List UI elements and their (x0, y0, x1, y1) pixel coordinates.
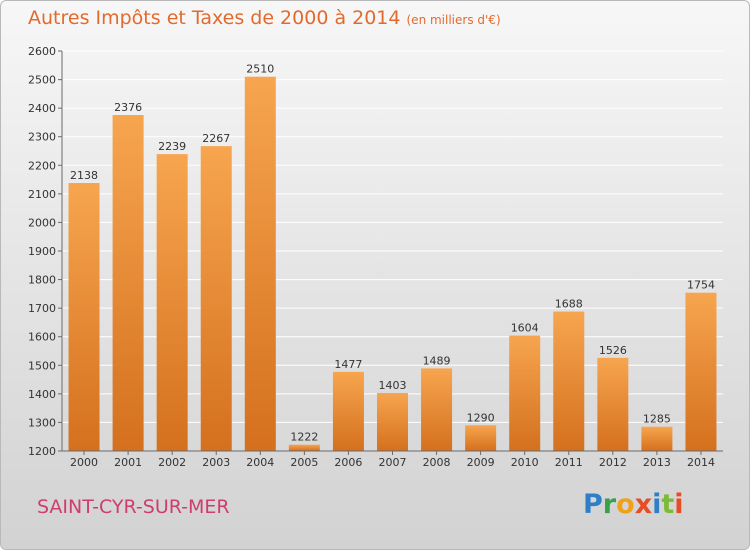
commune-name: SAINT-CYR-SUR-MER (37, 496, 230, 518)
y-tick-label: 2100 (28, 188, 56, 201)
x-tick-label-2010: 2010 (511, 456, 539, 469)
data-label-2008: 1489 (423, 354, 451, 367)
data-label-2011: 1688 (555, 298, 583, 311)
data-label-2007: 1403 (379, 379, 407, 392)
data-label-2000: 2138 (70, 169, 98, 182)
x-tick-label-2014: 2014 (687, 456, 715, 469)
bar-2007 (377, 393, 408, 451)
y-tick-label: 1200 (28, 445, 56, 458)
bar-2009 (465, 425, 497, 451)
data-label-2003: 2267 (202, 132, 230, 145)
x-tick-label-2002: 2002 (158, 456, 186, 469)
y-tick-label: 1800 (28, 274, 56, 287)
bar-2004 (244, 76, 276, 451)
bar-2010 (509, 335, 541, 451)
bar-2013 (641, 426, 673, 451)
y-axis-ticks: 1200 1300 1400 1500 1600 1700 1800 1900 2000 2100… (28, 45, 62, 458)
x-tick-label-2012: 2012 (599, 456, 627, 469)
proxiti-logo[interactable]: Proxiti (583, 489, 684, 520)
y-tick-label: 2500 (28, 74, 56, 87)
bar-2005 (288, 444, 320, 451)
bar-2003 (200, 146, 232, 451)
y-tick-label: 1300 (28, 416, 56, 429)
data-label-2010: 1604 (511, 322, 539, 335)
x-tick-label-2011: 2011 (555, 456, 583, 469)
bar-2008 (421, 368, 453, 451)
data-label-2005: 1222 (290, 431, 318, 444)
y-tick-label: 2300 (28, 131, 56, 144)
data-label-2004: 2510 (246, 63, 274, 76)
x-tick-label-2008: 2008 (423, 456, 451, 469)
x-tick-label-2009: 2009 (467, 456, 495, 469)
bars (68, 76, 717, 451)
data-labels: 2138 2376 2239 2267 2510 1222 1477 1403 1489 1290… (70, 63, 715, 444)
x-axis-ticks: 2000 2001 2002 2003 2004 2005 2006 2007 2008 2009… (70, 451, 715, 469)
data-label-2002: 2239 (158, 140, 186, 153)
y-tick-label: 1600 (28, 331, 56, 344)
bar-2014 (685, 292, 717, 451)
data-label-2013: 1285 (643, 413, 671, 426)
y-tick-label: 2000 (28, 216, 56, 229)
chart-title-text: Autres Impôts et Taxes de 2000 à 2014 (28, 7, 401, 29)
bar-2000 (68, 183, 100, 451)
x-tick-label-2004: 2004 (246, 456, 274, 469)
chart-title: Autres Impôts et Taxes de 2000 à 2014 (en… (28, 7, 501, 29)
y-tick-label: 1500 (28, 359, 56, 372)
bar-2006 (332, 371, 364, 451)
bar-2001 (112, 115, 144, 451)
data-label-2001: 2376 (114, 101, 142, 114)
y-tick-label: 2600 (28, 45, 56, 58)
x-tick-label-2005: 2005 (290, 456, 318, 469)
x-tick-label-2000: 2000 (70, 456, 98, 469)
data-label-2012: 1526 (599, 344, 627, 357)
chart-subtitle: (en milliers d'€) (406, 13, 501, 27)
x-tick-label-2006: 2006 (334, 456, 362, 469)
data-label-2006: 1477 (334, 358, 362, 371)
bar-2011 (553, 311, 585, 451)
y-tick-label: 2400 (28, 102, 56, 115)
x-tick-label-2013: 2013 (643, 456, 671, 469)
x-tick-label-2003: 2003 (202, 456, 230, 469)
data-label-2014: 1754 (687, 279, 715, 292)
y-tick-label: 1400 (28, 388, 56, 401)
data-label-2009: 1290 (467, 411, 495, 424)
x-tick-label-2007: 2007 (379, 456, 407, 469)
bar-2012 (597, 357, 629, 451)
bar-2002 (156, 154, 188, 451)
x-tick-label-2001: 2001 (114, 456, 142, 469)
y-tick-label: 2200 (28, 159, 56, 172)
y-tick-label: 1900 (28, 245, 56, 258)
y-tick-label: 1700 (28, 302, 56, 315)
